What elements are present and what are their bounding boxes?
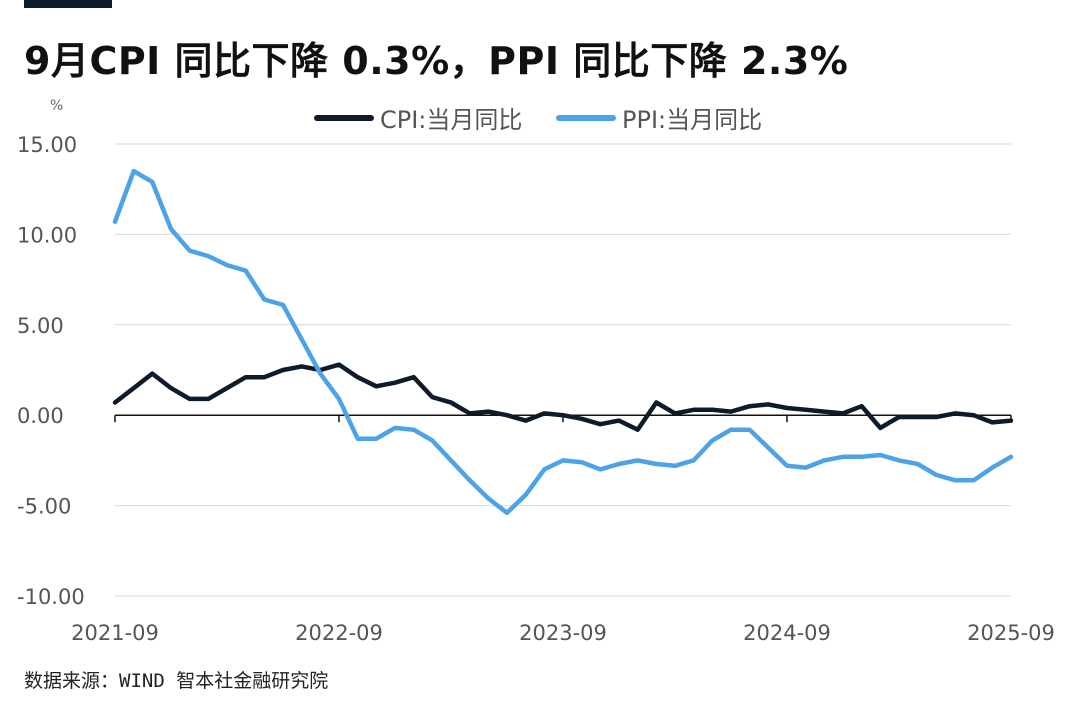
series-line-cpi: [112, 362, 1014, 432]
legend-swatch-ppi: [556, 114, 616, 121]
x-tick-label: 2022-09: [295, 621, 383, 645]
legend-item-ppi: PPI:当月同比: [556, 100, 762, 135]
legend-label-cpi: CPI:当月同比: [380, 106, 523, 134]
x-tick-label: 2024-09: [743, 621, 831, 645]
x-tick-label: 2025-09: [967, 621, 1055, 645]
series-line-ppi: [112, 168, 1014, 516]
legend-label-ppi: PPI:当月同比: [622, 106, 763, 134]
y-tick-label: -10.00: [17, 585, 85, 609]
legend-swatch-cpi: [314, 114, 374, 121]
x-tick-label: 2023-09: [519, 621, 607, 645]
y-tick-label: 0.00: [17, 404, 64, 428]
y-tick-label: -5.00: [17, 495, 71, 519]
x-tick-label: 2021-09: [71, 621, 159, 645]
y-tick-label: 5.00: [17, 314, 64, 338]
y-axis-unit-label: %: [50, 98, 64, 114]
y-tick-label: 15.00: [17, 133, 77, 157]
y-tick-label: 10.00: [17, 223, 77, 247]
title-accent-bar: [24, 0, 112, 8]
legend-item-cpi: CPI:当月同比: [314, 100, 522, 135]
page-title: 9月CPI 同比下降 0.3%，PPI 同比下降 2.3%: [24, 39, 849, 83]
chart-legend: CPI:当月同比 PPI:当月同比: [0, 100, 1080, 135]
data-source-note: 数据来源：WIND 智本社金融研究院: [24, 670, 329, 692]
